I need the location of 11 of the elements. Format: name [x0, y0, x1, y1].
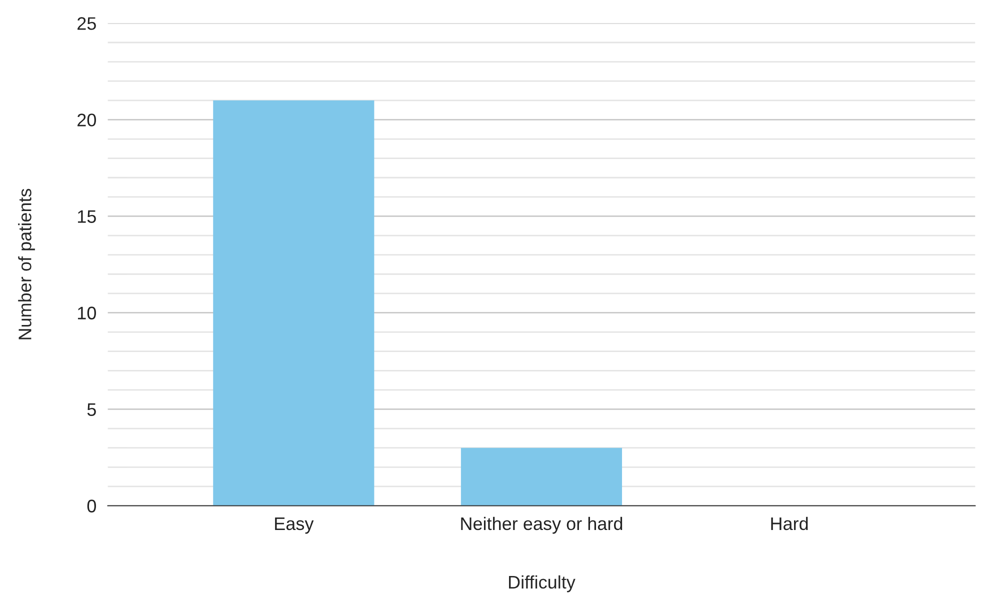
y-tick-label: 20 — [78, 114, 96, 126]
y-tick-label: 0 — [87, 500, 96, 512]
x-tick-label: Neither easy or hard — [461, 516, 622, 534]
x-tick-label: Hard — [771, 516, 808, 530]
x-tick-label: Easy — [275, 518, 314, 534]
y-tick-label: 25 — [78, 17, 96, 30]
y-tick-label: 15 — [78, 210, 96, 223]
y-tick-label: 5 — [87, 403, 96, 416]
y-axis-title: Number of patients — [18, 188, 35, 340]
x-axis-title: Difficulty — [509, 575, 576, 592]
y-tick-label: 10 — [78, 306, 96, 320]
